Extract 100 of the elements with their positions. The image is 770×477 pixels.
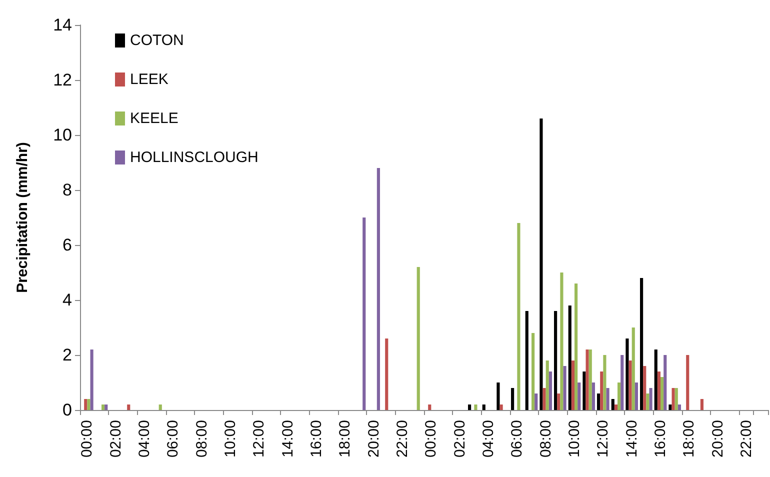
bar <box>586 350 589 410</box>
bar <box>686 355 690 410</box>
bar <box>700 399 704 410</box>
x-tick-label: 04:00 <box>480 420 497 458</box>
y-tick-label: 0 <box>62 400 72 420</box>
bar <box>102 404 105 410</box>
bar <box>546 360 549 410</box>
bar <box>664 355 667 410</box>
bar <box>496 382 500 410</box>
bar <box>548 372 552 410</box>
bar <box>597 394 600 410</box>
bar <box>542 388 546 410</box>
bar <box>674 388 678 410</box>
legend-label: KEELE <box>130 110 178 127</box>
x-tick-label: 06:00 <box>164 420 182 458</box>
bar <box>554 311 558 410</box>
bar <box>482 404 486 410</box>
x-tick-label: 14:00 <box>279 420 296 458</box>
x-tick-label: 18:00 <box>680 420 698 458</box>
bar <box>563 366 566 410</box>
bar <box>628 360 632 410</box>
bar <box>557 394 560 410</box>
bar <box>620 355 624 410</box>
bar <box>654 350 658 410</box>
bar <box>578 382 581 410</box>
bar <box>600 372 604 410</box>
legend-label: LEEK <box>130 71 168 88</box>
x-tick-label: 10:00 <box>222 420 239 458</box>
x-tick-label: 16:00 <box>308 420 325 458</box>
x-tick-label: 04:00 <box>136 420 153 458</box>
y-axis-title: Precipitation (mm/hr) <box>14 142 31 293</box>
bar <box>525 311 528 410</box>
bar <box>668 404 672 410</box>
bar <box>87 399 90 410</box>
x-tick-label: 00:00 <box>422 420 440 458</box>
y-tick-label: 10 <box>53 126 72 144</box>
bar <box>158 404 162 410</box>
bar <box>626 338 629 410</box>
bar <box>127 404 130 410</box>
y-tick-label: 8 <box>62 180 72 200</box>
x-tick-label: 20:00 <box>365 420 382 458</box>
x-tick-label: 12:00 <box>250 420 268 458</box>
bar <box>672 388 675 410</box>
y-tick-label: 12 <box>53 70 72 90</box>
bar <box>385 338 388 410</box>
bar <box>611 399 614 410</box>
bar <box>640 278 644 410</box>
y-tick-label: 4 <box>62 290 72 310</box>
bar <box>104 404 108 410</box>
y-tick-label: 14 <box>53 16 72 34</box>
bar <box>568 306 572 410</box>
x-tick-label: 10:00 <box>566 420 583 458</box>
bar <box>632 328 635 410</box>
bar <box>362 218 366 410</box>
bar <box>574 284 578 410</box>
bar <box>582 372 586 410</box>
bar <box>517 223 520 410</box>
bar <box>428 404 432 410</box>
x-tick-label: 08:00 <box>537 420 554 458</box>
x-tick-label: 14:00 <box>623 420 640 458</box>
bar <box>540 118 543 410</box>
bar <box>643 366 646 410</box>
bar <box>534 394 538 410</box>
bar <box>614 404 618 410</box>
bar <box>660 377 664 410</box>
bar <box>571 360 574 410</box>
x-tick-label: 00:00 <box>78 420 96 458</box>
x-tick-label: 22:00 <box>394 420 411 458</box>
bar <box>468 404 472 410</box>
y-tick-label: 2 <box>62 346 72 364</box>
bar <box>646 394 650 410</box>
bar <box>606 388 610 410</box>
x-tick-label: 22:00 <box>738 420 755 458</box>
bar <box>588 350 592 410</box>
bar <box>416 267 420 410</box>
bar <box>532 333 535 410</box>
bar <box>90 350 94 410</box>
x-tick-label: 18:00 <box>336 420 354 458</box>
x-tick-label: 20:00 <box>709 420 726 458</box>
bar <box>500 404 503 410</box>
bar <box>649 388 652 410</box>
y-tick-label: 6 <box>62 236 72 254</box>
bar <box>84 399 88 410</box>
bar <box>474 404 478 410</box>
bar <box>678 404 681 410</box>
x-tick-label: 08:00 <box>193 420 210 458</box>
bar <box>657 372 660 410</box>
x-tick-label: 12:00 <box>594 420 612 458</box>
x-tick-label: 16:00 <box>652 420 669 458</box>
legend-label: COTON <box>130 32 184 49</box>
bar <box>511 388 514 410</box>
bar <box>603 355 606 410</box>
bar <box>560 272 564 410</box>
bar <box>592 382 595 410</box>
x-tick-label: 02:00 <box>107 420 124 458</box>
x-tick-label: 02:00 <box>451 420 468 458</box>
bar <box>376 168 380 410</box>
legend-label: HOLLINSCLOUGH <box>130 149 258 166</box>
bar <box>618 382 621 410</box>
x-tick-label: 06:00 <box>508 420 526 458</box>
